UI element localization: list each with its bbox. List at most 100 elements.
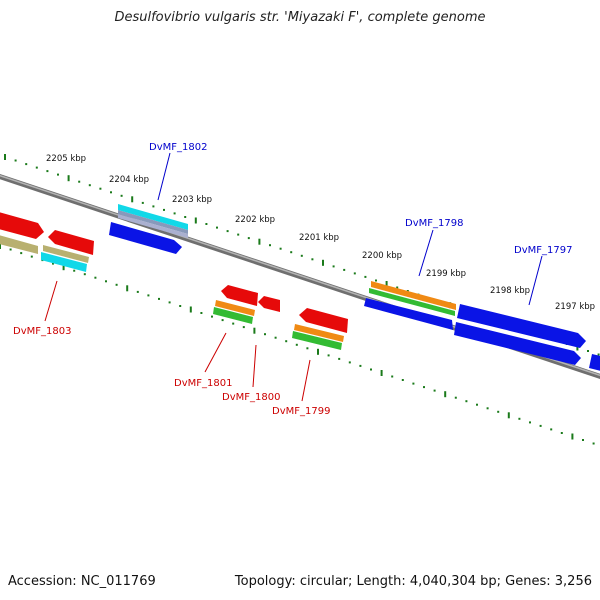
minor-tick (353, 272, 356, 275)
major-tick (194, 217, 197, 224)
feature-bar[interactable] (213, 307, 253, 324)
minor-tick (285, 340, 288, 343)
minor-tick (306, 347, 309, 350)
minor-tick (348, 361, 351, 364)
accession-text: Accession: NC_011769 (8, 574, 156, 589)
kbp-label: 2203 kbp (172, 195, 212, 205)
minor-tick (9, 248, 12, 251)
minor-tick (539, 424, 542, 427)
minor-tick (242, 326, 245, 329)
minor-tick (52, 262, 54, 265)
gene-arrow-DvMF_1797[interactable] (457, 304, 586, 348)
gene-label-DvMF_1803[interactable]: DvMF_1803 (13, 326, 71, 337)
gene-label-DvMF_1797[interactable]: DvMF_1797 (514, 245, 572, 256)
gene-arrow-DvMF_1801[interactable] (221, 285, 258, 306)
major-tick (189, 306, 192, 313)
feature-bar[interactable] (292, 331, 342, 350)
minor-tick (184, 216, 187, 218)
minor-tick (46, 170, 49, 173)
major-tick (126, 285, 129, 292)
feature-bar[interactable] (0, 234, 38, 254)
feature-bar[interactable] (118, 214, 188, 238)
minor-tick (518, 417, 521, 420)
minor-tick (168, 301, 171, 304)
minor-tick (163, 208, 165, 211)
minor-tick (147, 294, 150, 297)
minor-tick (232, 322, 235, 325)
minor-tick (99, 187, 102, 190)
kbp-label: 2199 kbp (426, 269, 466, 279)
minor-tick (465, 400, 468, 403)
feature-bar[interactable] (371, 281, 456, 310)
minor-tick (327, 354, 330, 357)
kbp-label: 2200 kbp (362, 251, 402, 261)
major-tick (67, 175, 70, 182)
minor-tick (269, 244, 271, 247)
map-title: Desulfovibrio vulgaris str. 'Miyazaki F'… (114, 10, 486, 25)
major-tick (258, 238, 261, 245)
minor-tick (94, 276, 97, 279)
gene-arrow-DvMF_1799[interactable] (299, 308, 348, 333)
minor-tick (338, 357, 341, 360)
gene-arrow-DvMF_1800[interactable] (258, 296, 280, 312)
kbp-label: 2198 kbp (490, 286, 530, 296)
minor-tick (83, 273, 86, 276)
feature-bar[interactable] (118, 210, 188, 234)
minor-tick (550, 428, 553, 431)
minor-tick (587, 350, 589, 352)
minor-tick (332, 265, 335, 268)
minor-tick (211, 315, 213, 318)
kbp-label: 2201 kbp (299, 233, 339, 243)
feature-bar[interactable] (118, 204, 188, 230)
minor-tick (412, 382, 415, 385)
gene-arrow[interactable] (48, 230, 94, 255)
gene-label-DvMF_1801[interactable]: DvMF_1801 (174, 378, 232, 389)
feature-bar[interactable] (215, 300, 255, 316)
minor-tick (35, 166, 38, 169)
minor-tick (247, 237, 250, 240)
minor-tick (216, 226, 218, 229)
feature-bar[interactable] (43, 245, 89, 263)
gene-label-DvMF_1802[interactable]: DvMF_1802 (149, 142, 207, 153)
minor-tick (396, 286, 399, 289)
minor-tick (359, 364, 362, 367)
gene-label-DvMF_1798[interactable]: DvMF_1798 (405, 218, 463, 229)
minor-tick (433, 389, 436, 392)
feature-bar[interactable] (369, 288, 455, 316)
gene-arrow[interactable] (0, 211, 44, 239)
minor-tick (110, 191, 112, 194)
major-tick (507, 412, 510, 419)
gene-labels: DvMF_1802 DvMF_1798 DvMF_1797 DvMF_1803 … (13, 142, 572, 417)
minor-tick (423, 386, 425, 389)
minor-tick (295, 343, 298, 346)
kbp-label: 2205 kbp (46, 154, 86, 164)
kbp-label: 2197 kbp (555, 302, 595, 312)
gene-arrow[interactable] (454, 322, 581, 365)
minor-tick (486, 407, 489, 410)
minor-tick (88, 184, 91, 187)
gene-arrow-DvMF_1802[interactable] (109, 222, 182, 254)
feature-bar[interactable] (294, 324, 344, 342)
minor-tick (311, 258, 314, 261)
major-tick (385, 281, 388, 287)
gene-label-DvMF_1799[interactable]: DvMF_1799 (272, 406, 330, 417)
minor-tick (370, 368, 372, 371)
minor-tick (290, 251, 293, 254)
minor-tick (279, 247, 282, 250)
major-tick (380, 370, 383, 376)
minor-tick (343, 268, 346, 271)
forward-genes (0, 204, 600, 372)
major-tick (62, 264, 65, 271)
minor-tick (179, 305, 182, 307)
minor-tick (597, 353, 600, 356)
minor-tick (105, 280, 107, 283)
feature-bar[interactable] (41, 252, 87, 272)
minor-tick (120, 194, 123, 197)
kbp-label: 2204 kbp (109, 175, 149, 185)
major-tick (131, 196, 134, 203)
gene-arrow[interactable] (589, 354, 600, 372)
minor-tick (476, 403, 478, 406)
minor-tick (264, 333, 266, 336)
gene-arrow-DvMF_1798[interactable] (364, 298, 453, 330)
gene-label-DvMF_1800[interactable]: DvMF_1800 (222, 392, 280, 403)
